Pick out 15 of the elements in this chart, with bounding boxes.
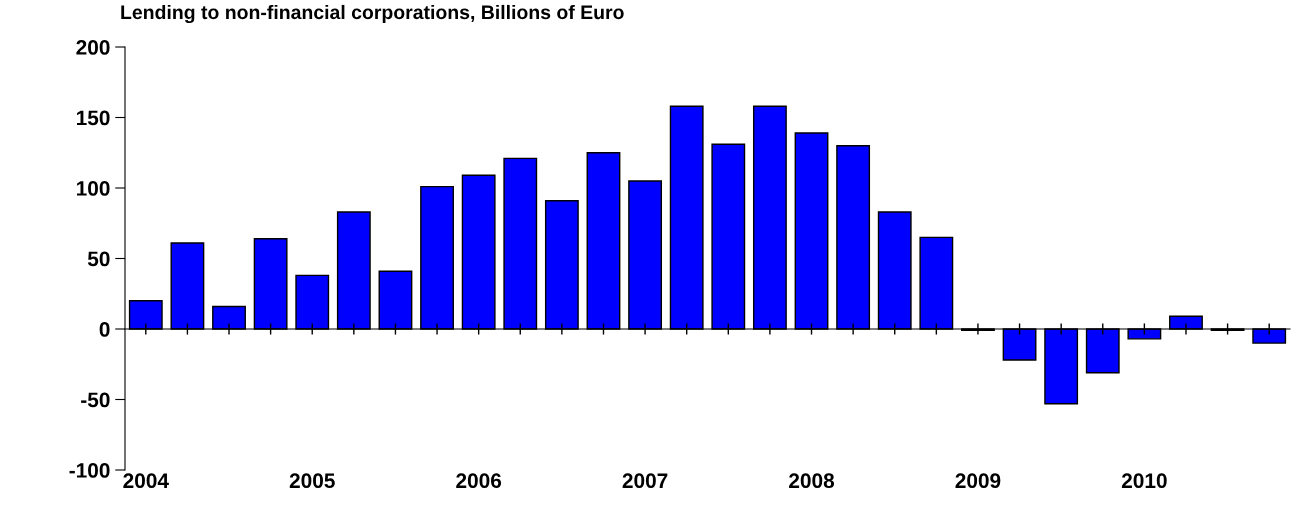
y-tick-label: 200 bbox=[76, 40, 110, 55]
x-tick-label: 2008 bbox=[789, 473, 835, 489]
y-tick-label: -100 bbox=[69, 463, 110, 478]
x-tick-label: 2009 bbox=[955, 473, 1001, 489]
x-tick-label: 2005 bbox=[289, 473, 335, 489]
x-tick-label: 2004 bbox=[123, 473, 169, 489]
y-tick-label: -50 bbox=[81, 392, 110, 408]
x-tick-label: 2010 bbox=[1121, 473, 1167, 489]
x-tick-label: 2006 bbox=[456, 473, 502, 489]
y-tick-label: 100 bbox=[76, 181, 110, 196]
x-tick-label: 2007 bbox=[622, 473, 668, 489]
chart-title: Lending to non-financial corporations, Billions of Euro bbox=[121, 4, 624, 24]
y-tick-label: 50 bbox=[87, 251, 110, 267]
y-tick-label: 150 bbox=[76, 110, 110, 126]
y-tick-label: 0 bbox=[99, 322, 110, 337]
